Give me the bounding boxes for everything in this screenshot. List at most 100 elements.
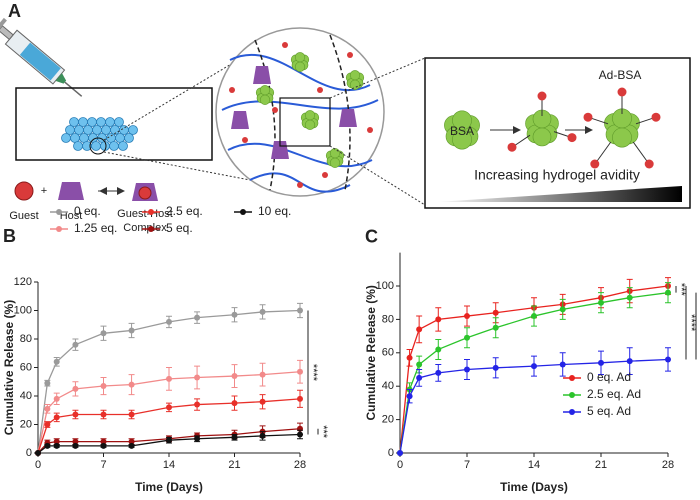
point bbox=[598, 299, 604, 306]
guest bbox=[272, 107, 278, 113]
avidity-label: Increasing hydrogel avidity bbox=[474, 167, 640, 183]
protein bbox=[329, 157, 341, 168]
y-tick-label: 120 bbox=[14, 276, 32, 288]
point bbox=[128, 411, 135, 418]
polymer bbox=[227, 142, 373, 168]
point bbox=[406, 354, 413, 361]
legend-swatch bbox=[56, 226, 62, 232]
point bbox=[626, 358, 633, 365]
guest bbox=[229, 87, 235, 93]
significance-label: *** bbox=[675, 283, 687, 297]
point bbox=[44, 442, 51, 449]
guest bbox=[322, 172, 328, 178]
point bbox=[72, 438, 79, 445]
bead bbox=[118, 141, 128, 151]
protein bbox=[349, 79, 361, 90]
legend-label: 2.5 eq. Ad bbox=[587, 387, 641, 401]
legend-swatch bbox=[148, 209, 154, 215]
linker bbox=[553, 131, 571, 138]
legend-label: 0 eq. Ad bbox=[587, 370, 631, 384]
protein bbox=[304, 119, 316, 130]
bsa-icons bbox=[444, 87, 661, 169]
point bbox=[100, 438, 107, 445]
y-tick-label: 40 bbox=[20, 390, 32, 402]
point bbox=[626, 294, 633, 301]
ad-bsa-label: Ad-BSA bbox=[599, 68, 642, 82]
significance-label: **** bbox=[307, 364, 319, 382]
x-tick-label: 14 bbox=[163, 459, 175, 471]
point bbox=[231, 400, 238, 407]
x-tick-label: 7 bbox=[100, 459, 106, 471]
protein bbox=[294, 61, 306, 72]
x-axis-title: Time (Days) bbox=[135, 480, 203, 494]
point bbox=[194, 435, 201, 442]
protein bbox=[259, 94, 271, 105]
bead bbox=[101, 125, 111, 135]
point bbox=[72, 385, 79, 392]
y-tick-label: 100 bbox=[376, 280, 394, 292]
y-tick-label: 60 bbox=[20, 361, 32, 373]
point bbox=[416, 374, 423, 381]
host-icon bbox=[58, 182, 84, 200]
significance-label: ** bbox=[695, 322, 700, 331]
ad bbox=[617, 87, 627, 97]
point bbox=[128, 442, 135, 449]
schematic: A + Guest Host Guest-Host Complex bbox=[0, 1, 691, 234]
point bbox=[416, 326, 423, 333]
bead bbox=[119, 125, 129, 135]
x-tick-label: 28 bbox=[294, 459, 306, 471]
point bbox=[435, 346, 442, 353]
plus: + bbox=[41, 185, 47, 197]
x-tick-label: 21 bbox=[228, 459, 240, 471]
y-tick-label: 0 bbox=[388, 447, 394, 459]
bead bbox=[124, 133, 134, 143]
guest bbox=[297, 182, 303, 188]
protein bbox=[452, 129, 472, 150]
x-axis-title: Time (Days) bbox=[500, 480, 568, 494]
legend-swatch bbox=[569, 375, 575, 381]
point bbox=[297, 307, 303, 314]
point bbox=[72, 411, 79, 418]
bead bbox=[74, 125, 84, 135]
linker bbox=[595, 141, 612, 163]
bead bbox=[61, 133, 71, 143]
point bbox=[259, 371, 266, 378]
legend-label: 1.25 eq. bbox=[74, 221, 117, 235]
legend-label: 2.5 eq. bbox=[166, 204, 203, 218]
ad bbox=[590, 159, 600, 169]
point bbox=[665, 356, 671, 363]
ad bbox=[644, 159, 654, 169]
host bbox=[231, 111, 249, 129]
y-tick-label: 0 bbox=[26, 447, 32, 459]
point bbox=[72, 341, 79, 348]
point bbox=[53, 438, 60, 445]
ad bbox=[537, 91, 547, 101]
legend-label: 5 eq. Ad bbox=[587, 404, 631, 418]
legend-swatch bbox=[569, 409, 575, 415]
bsa-label: BSA bbox=[450, 124, 474, 138]
guest bbox=[317, 87, 323, 93]
protein bbox=[612, 127, 632, 148]
x-tick-label: 28 bbox=[662, 459, 674, 471]
guest bbox=[282, 42, 288, 48]
protein bbox=[329, 148, 341, 159]
protein bbox=[532, 127, 552, 147]
legend-swatch bbox=[240, 209, 246, 215]
point bbox=[128, 438, 135, 445]
point bbox=[598, 359, 604, 366]
ad bbox=[583, 112, 593, 122]
point bbox=[231, 311, 238, 318]
panel-label: A bbox=[8, 1, 21, 21]
bead bbox=[69, 117, 79, 127]
point bbox=[194, 374, 201, 381]
bead bbox=[65, 125, 75, 135]
guest bbox=[242, 137, 248, 143]
bead bbox=[96, 117, 106, 127]
bead bbox=[92, 125, 102, 135]
guest-label: Guest bbox=[9, 210, 38, 222]
bead bbox=[83, 125, 93, 135]
linker bbox=[513, 134, 531, 147]
point bbox=[665, 289, 671, 296]
x-tick-label: 7 bbox=[464, 459, 470, 471]
point bbox=[492, 324, 499, 331]
